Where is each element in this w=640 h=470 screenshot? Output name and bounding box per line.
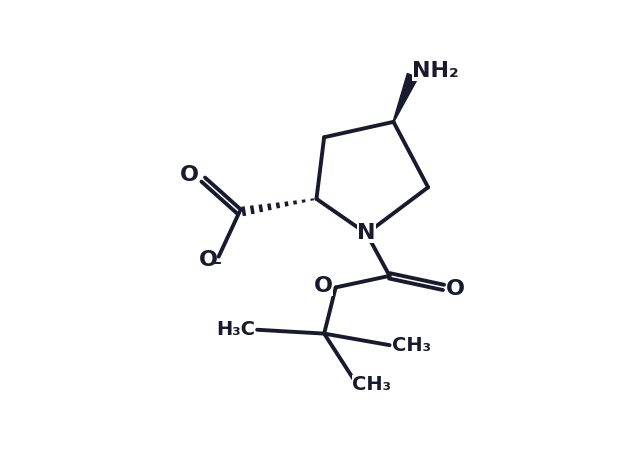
Polygon shape xyxy=(393,73,418,122)
Text: O: O xyxy=(198,250,218,270)
Text: O: O xyxy=(446,279,465,299)
Text: CH₃: CH₃ xyxy=(353,375,392,394)
Text: O: O xyxy=(180,165,199,185)
Text: –: – xyxy=(213,255,221,270)
Text: H₃C: H₃C xyxy=(216,320,255,339)
Text: O: O xyxy=(314,276,333,296)
Text: CH₃: CH₃ xyxy=(392,336,431,355)
Text: NH₂: NH₂ xyxy=(412,61,459,81)
Text: N: N xyxy=(357,224,376,243)
